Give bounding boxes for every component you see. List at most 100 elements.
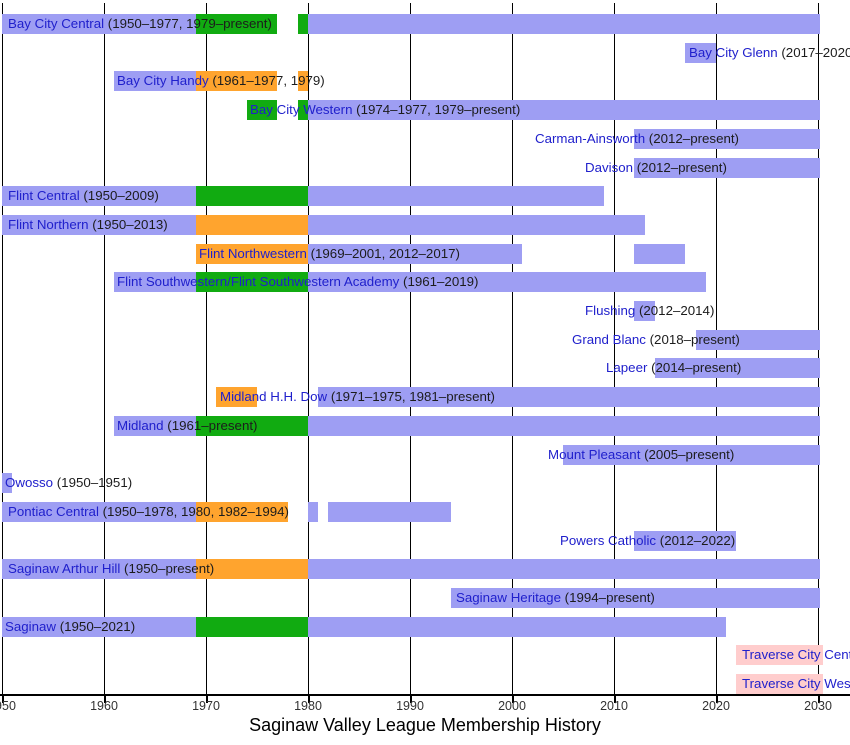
membership-years: (1950–2021) — [56, 618, 136, 634]
school-label: Lapeer (2014–present) — [606, 358, 741, 378]
membership-bar-segment — [2, 214, 196, 235]
membership-bar-segment — [736, 674, 824, 695]
membership-years: (1950–2009) — [79, 188, 159, 204]
membership-years: (2012–present) — [645, 130, 739, 146]
membership-years: (1961–1977, 1979) — [208, 73, 325, 89]
axis-tick-label: 1980 — [294, 699, 322, 713]
school-label: Flint Northern (1950–2013) — [8, 215, 168, 235]
decade-gridline — [2, 3, 3, 694]
school-link[interactable]: Saginaw — [5, 618, 57, 634]
school-link[interactable]: Owosso — [5, 475, 54, 491]
membership-bar-segment — [2, 186, 196, 207]
membership-bar-segment — [297, 71, 308, 92]
school-link[interactable]: Midland — [117, 417, 164, 433]
axis-tick — [206, 696, 208, 703]
school-link[interactable]: Bay City Western — [250, 102, 353, 118]
school-link[interactable]: Grand Blanc — [572, 331, 646, 347]
membership-bar-segment — [450, 588, 821, 608]
membership-bar-segment — [195, 214, 308, 235]
membership-years: (1961–present) — [163, 417, 258, 433]
school-label: Carman-Ainsworth (2012–present) — [535, 129, 739, 149]
school-label: Flint Northwestern (1969–2001, 2012–2017… — [199, 244, 460, 264]
school-label: Owosso (1950–1951) — [5, 473, 132, 493]
membership-years: (2017–2020) — [777, 44, 850, 60]
membership-bar-segment — [2, 616, 196, 637]
school-link[interactable]: Pontiac Central — [8, 503, 99, 519]
membership-bar-segment — [195, 616, 308, 637]
school-label: Flint Central (1950–2009) — [8, 186, 159, 206]
membership-bar-segment — [308, 243, 523, 264]
membership-years: (1950–2013) — [88, 216, 168, 232]
membership-years: (1950–1977, 1979–present) — [104, 16, 272, 31]
membership-bar-segment — [195, 501, 288, 522]
school-label: Powers Catholic (2012–2022) — [560, 531, 735, 551]
axis-tick-label: 1960 — [90, 699, 118, 713]
membership-bar-segment — [654, 358, 821, 379]
membership-bar-segment — [195, 415, 308, 436]
school-link[interactable]: Carman-Ainsworth — [535, 130, 646, 146]
school-link[interactable]: Bay City Glenn — [689, 44, 778, 60]
membership-years: (2012–2014) — [635, 303, 715, 318]
school-link[interactable]: Traverse City West — [742, 676, 850, 692]
school-link[interactable]: Flint Southwestern/Flint Southwestern Ac… — [117, 274, 400, 290]
school-link[interactable]: Bay City Central — [8, 16, 105, 31]
school-link[interactable]: Flushing — [585, 303, 636, 318]
school-link[interactable]: Mount Pleasant — [548, 446, 641, 462]
school-link[interactable]: Bay City Handy — [117, 73, 209, 89]
school-link[interactable]: Saginaw Heritage — [456, 590, 561, 605]
membership-bar-segment — [695, 329, 821, 350]
membership-bar-segment — [318, 387, 821, 408]
school-label: Bay City Handy (1961–1977, 1979) — [117, 71, 325, 91]
membership-bar-segment — [195, 243, 308, 264]
decade-gridline — [104, 3, 105, 694]
school-link[interactable]: Lapeer — [606, 360, 648, 376]
axis-tick — [308, 696, 310, 703]
membership-bar-segment — [308, 501, 319, 522]
school-label: Saginaw Arthur Hill (1950–present) — [8, 559, 214, 579]
school-link[interactable]: Saginaw Arthur Hill — [8, 561, 121, 577]
axis-tick-label: 2000 — [498, 699, 526, 713]
x-axis-line — [0, 694, 850, 696]
axis-tick-label: 1990 — [396, 699, 424, 713]
school-label: Grand Blanc (2018–present) — [572, 330, 740, 350]
membership-bar-segment — [634, 243, 686, 264]
membership-years: (2012–present) — [633, 159, 727, 175]
membership-bar-segment — [297, 100, 308, 121]
membership-years: (2014–present) — [647, 360, 742, 376]
membership-bar-segment — [308, 616, 727, 637]
axis-tick-label: 2010 — [600, 699, 628, 713]
decade-gridline — [410, 3, 411, 694]
decade-gridline — [512, 3, 513, 694]
membership-years: (1950–1951) — [53, 475, 133, 491]
school-label: Flushing (2012–2014) — [585, 301, 714, 321]
decade-gridline — [614, 3, 615, 694]
axis-tick — [512, 696, 514, 703]
membership-years: (2012–2022) — [656, 532, 736, 548]
school-link[interactable]: Davison — [585, 159, 634, 175]
school-link[interactable]: Midland H.H. Dow — [220, 389, 328, 405]
school-link[interactable]: Flint Northwestern — [199, 245, 307, 261]
membership-bar-segment — [685, 42, 716, 63]
decade-gridline — [308, 3, 309, 694]
school-label: Davison (2012–present) — [585, 158, 727, 178]
school-link[interactable]: Powers Catholic — [560, 532, 657, 548]
school-label: Bay City Western (1974–1977, 1979–presen… — [250, 100, 520, 120]
membership-years: (1994–present) — [560, 590, 655, 605]
membership-bar-segment — [216, 387, 257, 408]
membership-bar-segment — [195, 272, 308, 293]
membership-years: (1950–1978, 1980, 1982–1994) — [98, 503, 289, 519]
school-link[interactable]: Flint Central — [8, 188, 80, 204]
membership-bar-segment — [2, 473, 13, 494]
school-link[interactable]: Flint Northern — [8, 216, 89, 232]
axis-tick-label: 2020 — [702, 699, 730, 713]
membership-years: (2005–present) — [640, 446, 735, 462]
school-label: Bay City Glenn (2017–2020) — [689, 43, 850, 63]
axis-tick-label: 1970 — [192, 699, 220, 713]
school-label: Flint Southwestern/Flint Southwestern Ac… — [117, 272, 478, 292]
school-link[interactable]: Traverse City Central — [742, 647, 850, 663]
membership-bar-segment — [114, 272, 196, 293]
membership-bar-segment — [563, 444, 821, 465]
membership-bar-segment — [308, 14, 821, 34]
axis-tick-label: 2030 — [804, 699, 832, 713]
